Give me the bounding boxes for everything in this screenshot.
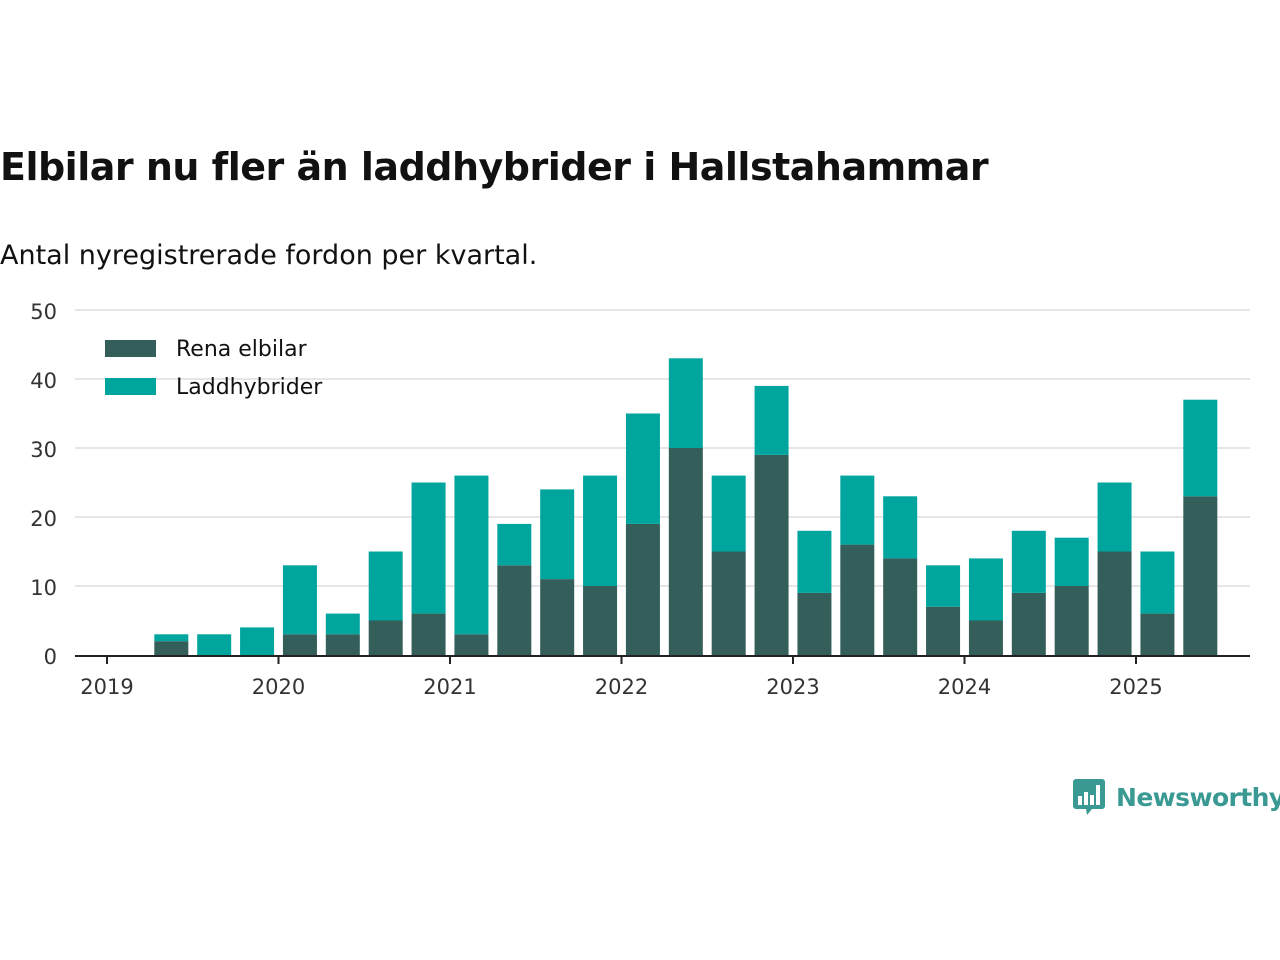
bar-laddhybrider: [711, 475, 746, 552]
x-tick-label: 2023: [766, 675, 819, 699]
x-tick-label: 2021: [423, 675, 476, 699]
bar-laddhybrider: [883, 496, 918, 559]
x-tick-label: 2025: [1109, 675, 1162, 699]
bar-rena-elbilar: [497, 565, 532, 655]
bar-rena-elbilar: [1097, 551, 1132, 655]
chart-subtitle: Antal nyregistrerade fordon per kvartal.: [0, 240, 538, 271]
x-tick-label: 2022: [595, 675, 648, 699]
bar-laddhybrider: [411, 482, 446, 614]
bar-laddhybrider: [368, 551, 403, 621]
bar-laddhybrider: [1054, 537, 1089, 586]
x-tick-label: 2024: [938, 675, 991, 699]
x-tick-label: 2020: [252, 675, 305, 699]
bar-rena-elbilar: [668, 448, 703, 655]
chart-title: Elbilar nu fler än laddhybrider i Hallst…: [0, 145, 989, 189]
legend: Rena elbilar Laddhybrider: [105, 337, 323, 400]
bar-laddhybrider: [668, 358, 703, 448]
bar-laddhybrider: [968, 558, 1003, 621]
bars: [154, 358, 1218, 655]
bar-chart-speech-bubble-icon: [1073, 779, 1105, 815]
legend-label: Laddhybrider: [176, 375, 323, 400]
bar-rena-elbilar: [368, 620, 403, 655]
bar-laddhybrider: [540, 489, 575, 580]
bar-laddhybrider: [240, 627, 275, 655]
bar-rena-elbilar: [840, 544, 875, 655]
bar-rena-elbilar: [1183, 496, 1218, 655]
legend-label: Rena elbilar: [176, 337, 308, 362]
bar-laddhybrider: [1183, 399, 1218, 497]
y-tick-label: 50: [30, 300, 57, 324]
bar-rena-elbilar: [797, 592, 832, 655]
y-tick-label: 0: [44, 645, 57, 669]
legend-swatch: [105, 340, 156, 357]
bar-rena-elbilar: [968, 620, 1003, 655]
bar-rena-elbilar: [411, 613, 446, 655]
stacked-bar-chart: 0 10 20 30 40 50 2019 2020 2021 2022 2023 2024 2025…: [30, 300, 1250, 699]
bar-rena-elbilar: [754, 454, 789, 655]
x-tick-label: 2019: [80, 675, 133, 699]
bar-rena-elbilar: [711, 551, 746, 655]
bar-laddhybrider: [797, 530, 832, 593]
bar-rena-elbilar: [454, 634, 489, 655]
bar-laddhybrider: [1011, 530, 1046, 593]
y-tick-label: 20: [30, 507, 57, 531]
bar-laddhybrider: [1097, 482, 1132, 552]
grid-lines: [75, 309, 1250, 587]
bar-laddhybrider: [454, 475, 489, 635]
bar-rena-elbilar: [1054, 586, 1089, 655]
bar-laddhybrider: [625, 413, 660, 524]
bar-laddhybrider: [497, 523, 532, 566]
bar-rena-elbilar: [282, 634, 317, 655]
bar-laddhybrider: [154, 634, 189, 642]
bar-rena-elbilar: [883, 558, 918, 655]
bar-laddhybrider: [282, 565, 317, 635]
bar-laddhybrider: [583, 475, 618, 586]
newsworthy-logo[interactable]: Newsworthy: [1072, 776, 1280, 818]
bar-rena-elbilar: [625, 523, 660, 655]
bar-laddhybrider: [197, 634, 232, 655]
y-axis-ticks: 0 10 20 30 40 50: [30, 300, 57, 669]
bar-laddhybrider: [926, 565, 961, 607]
bar-laddhybrider: [754, 385, 789, 455]
y-tick-label: 40: [30, 369, 57, 393]
bar-rena-elbilar: [325, 634, 360, 655]
bar-rena-elbilar: [1140, 613, 1175, 655]
brand-name: Newsworthy: [1116, 782, 1280, 812]
bar-laddhybrider: [1140, 551, 1175, 614]
legend-swatch: [105, 378, 156, 395]
bar-laddhybrider: [840, 475, 875, 545]
y-tick-label: 10: [30, 576, 57, 600]
bar-rena-elbilar: [583, 586, 618, 655]
y-tick-label: 30: [30, 438, 57, 462]
bar-rena-elbilar: [154, 641, 189, 655]
bar-rena-elbilar: [540, 579, 575, 655]
bar-rena-elbilar: [1011, 592, 1046, 655]
bar-rena-elbilar: [926, 606, 961, 655]
bar-laddhybrider: [325, 613, 360, 635]
x-axis: 2019 2020 2021 2022 2023 2024 2025: [75, 655, 1250, 699]
